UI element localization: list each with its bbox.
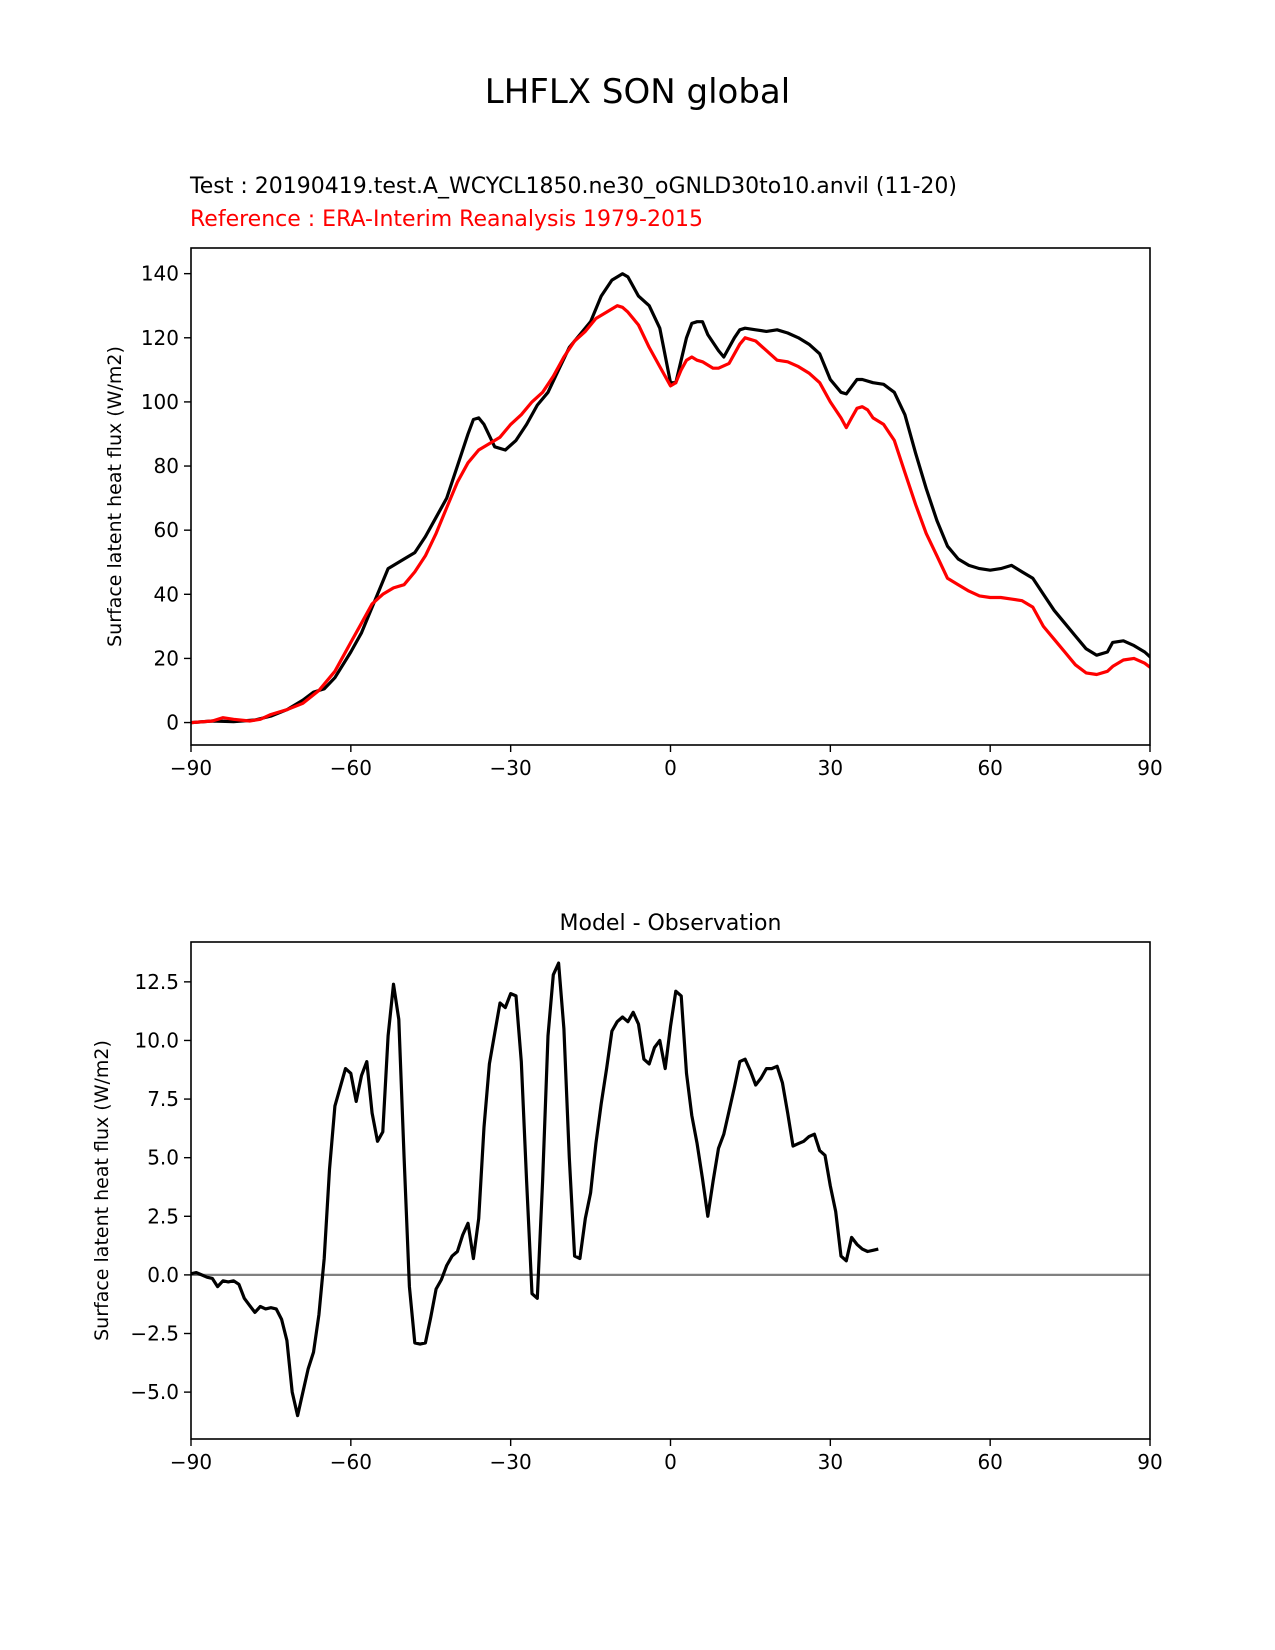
y-tick-label: 40 xyxy=(154,582,179,606)
top-line-chart: −90 −60 −30 0 30 60 90 0 20 40 60 80 100 120 140 Surfac… xyxy=(104,247,1163,780)
y-tick-label: 7.5 xyxy=(147,1087,179,1111)
x-tick-label: −30 xyxy=(490,756,532,780)
y-tick-label: −2.5 xyxy=(130,1322,179,1346)
y-tick-label: 0 xyxy=(166,711,179,735)
x-tick-label: −90 xyxy=(170,756,212,780)
y-tick-label: 100 xyxy=(141,390,179,414)
x-tick-label: −60 xyxy=(330,756,372,780)
y-tick-label: 20 xyxy=(154,646,179,670)
series-line-model-observation xyxy=(191,961,879,1418)
reference-label: Reference : ERA-Interim Reanalysis 1979-… xyxy=(190,207,703,232)
y-tick-label: 80 xyxy=(154,454,179,478)
axes-title: Model - Observation xyxy=(560,911,782,936)
x-tick-label: 30 xyxy=(818,756,843,780)
series-line-test xyxy=(191,272,1150,725)
y-tick-label: 10.0 xyxy=(134,1028,179,1052)
series-line-reference xyxy=(191,304,1150,725)
y-tick-label: 0.0 xyxy=(147,1263,179,1287)
y-tick-label: 12.5 xyxy=(134,970,179,994)
x-tick-label: −30 xyxy=(490,1450,532,1474)
y-tick-label: 2.5 xyxy=(147,1204,179,1228)
y-tick-label: 140 xyxy=(141,262,179,286)
x-tick-label: 30 xyxy=(818,1450,843,1474)
x-tick-label: 90 xyxy=(1137,1450,1162,1474)
y-tick-label: 60 xyxy=(154,518,179,542)
y-tick-label: 5.0 xyxy=(147,1146,179,1170)
y-axis-label: Surface latent heat flux (W/m2) xyxy=(91,1040,113,1341)
x-tick-label: 60 xyxy=(977,756,1002,780)
x-tick-label: −90 xyxy=(170,1450,212,1474)
y-tick-label: 120 xyxy=(141,326,179,350)
x-tick-label: 90 xyxy=(1137,756,1162,780)
y-axis-label: Surface latent heat flux (W/m2) xyxy=(104,346,126,647)
x-tick-label: 0 xyxy=(664,1450,677,1474)
figure-title: LHFLX SON global xyxy=(484,72,791,112)
x-tick-label: 60 xyxy=(977,1450,1002,1474)
bottom-difference-chart: −90 −60 −30 0 30 60 90 −5.0 −2.5 0.0 2.5 5.0 7.5 10.0… xyxy=(91,911,1163,1474)
x-tick-label: 0 xyxy=(664,756,677,780)
test-label: Test : 20190419.test.A_WCYCL1850.ne30_oG… xyxy=(190,174,958,199)
y-tick-label: −5.0 xyxy=(130,1380,179,1404)
x-tick-label: −60 xyxy=(330,1450,372,1474)
